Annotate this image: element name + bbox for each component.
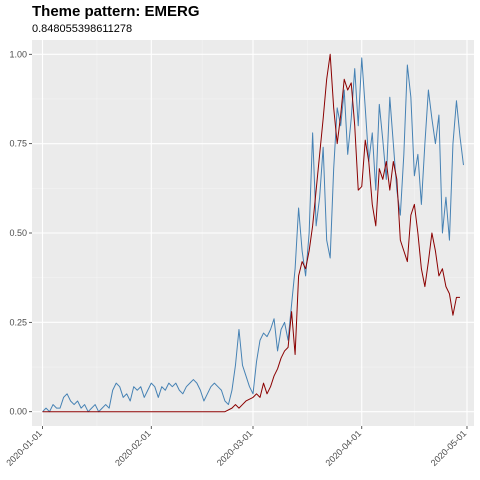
chart-subtitle: 0.848055398611278 [32,23,133,35]
series-line-1 [42,57,464,413]
series-line-2 [42,53,460,413]
major-gridlines [32,40,474,426]
x-tick-label: 2020-02-01 [113,428,153,468]
y-tick-label: 0.25 [9,317,27,327]
x-tick-label: 2020-03-01 [215,428,255,468]
x-tick-label: 2020-04-01 [324,428,364,468]
y-tick-label: 0.75 [9,139,27,149]
y-axis: 0.00 0.25 0.50 0.75 1.00 [9,49,32,417]
y-tick-label: 1.00 [9,49,27,59]
y-tick-label: 0.00 [9,407,27,417]
x-tick-label: 2020-01-01 [4,428,44,468]
x-axis: 2020-01-01 2020-02-01 2020-03-01 2020-04-01… [4,426,468,468]
y-tick-label: 0.50 [9,228,27,238]
chart-title: Theme pattern: EMERG [32,3,200,20]
series-layer [42,53,464,413]
x-tick-label: 2020-05-01 [429,428,469,468]
